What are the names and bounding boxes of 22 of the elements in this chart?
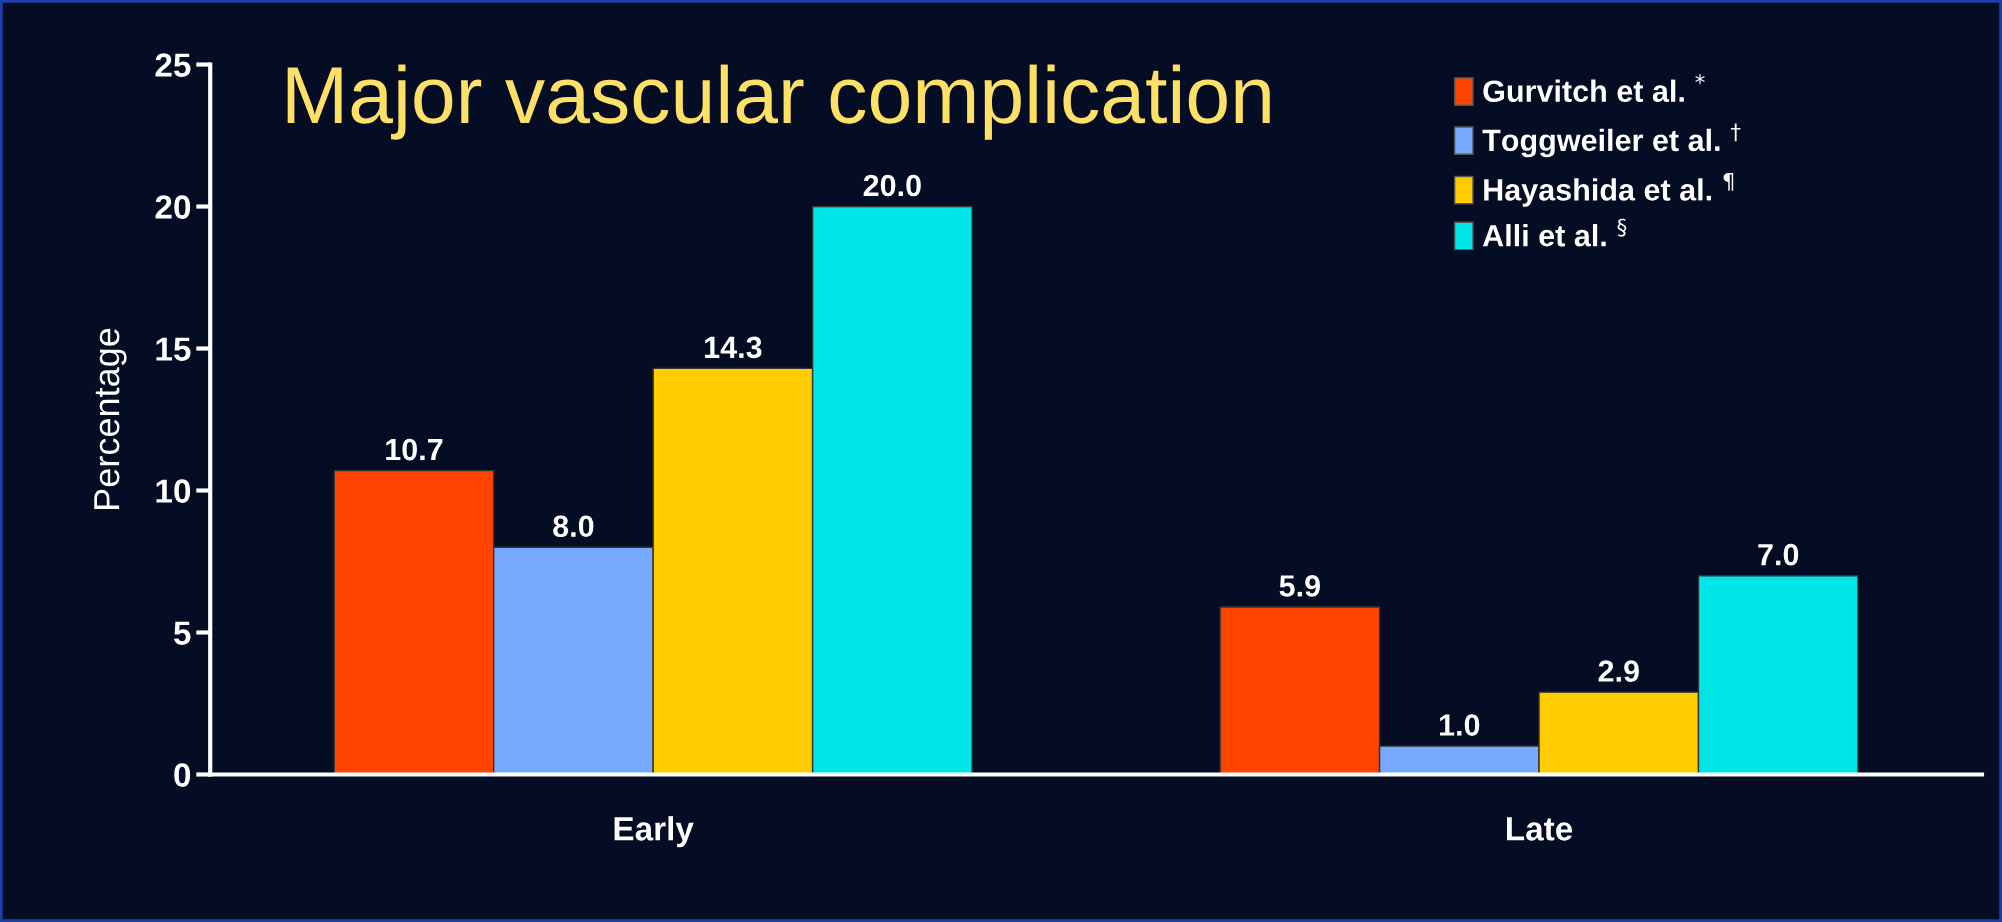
text: 20.0 xyxy=(863,174,921,197)
text: 8.0 xyxy=(553,515,594,538)
y-tick-label: 15 xyxy=(156,337,191,361)
y-tick-label: 20 xyxy=(155,195,191,219)
x-tick-label: Late xyxy=(1507,817,1573,841)
y-tick-label: 10 xyxy=(156,479,191,503)
text: 1.0 xyxy=(1440,714,1480,736)
legend-label: Alli et al. $^{§}$ xyxy=(1482,218,1627,247)
text: 5.9 xyxy=(1279,575,1320,597)
legend-label: Gurvitch et al. $^{*}$ xyxy=(1483,74,1705,103)
text: 14.3 xyxy=(705,336,762,359)
y-tick-label: 5 xyxy=(173,621,191,645)
y-tick-label: 0 xyxy=(174,763,191,787)
text: 7.0 xyxy=(1758,543,1799,566)
y-tick-label: 25 xyxy=(155,53,191,77)
chart-title: Major vascular complication xyxy=(287,64,1270,140)
y-axis-title: Percentage xyxy=(94,328,127,509)
legend-label: Hayashida et al. $^{¶}$ xyxy=(1484,173,1734,207)
x-tick-label: Early xyxy=(614,816,694,848)
text: 2.9 xyxy=(1598,660,1639,682)
legend-label: Toggweiler et al. $^{†}$ xyxy=(1482,123,1741,158)
text: 10.7 xyxy=(386,438,443,461)
